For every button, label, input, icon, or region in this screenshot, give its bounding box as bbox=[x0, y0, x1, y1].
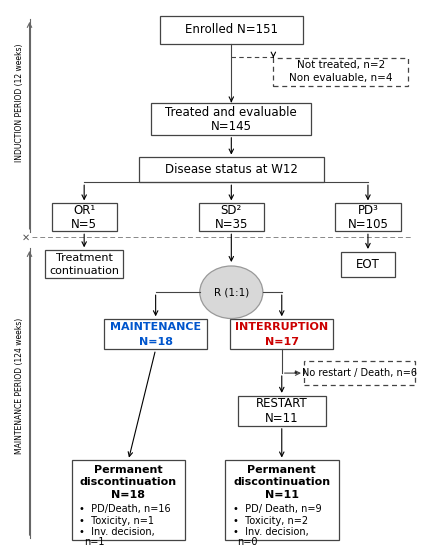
Text: PD³: PD³ bbox=[357, 205, 378, 217]
FancyBboxPatch shape bbox=[139, 157, 324, 182]
Text: N=11: N=11 bbox=[265, 490, 299, 500]
Text: INTERRUPTION: INTERRUPTION bbox=[235, 322, 328, 332]
FancyBboxPatch shape bbox=[151, 102, 311, 135]
Text: N=35: N=35 bbox=[214, 218, 248, 232]
Text: •  PD/Death, n=16: • PD/Death, n=16 bbox=[79, 504, 171, 514]
Text: •  PD/ Death, n=9: • PD/ Death, n=9 bbox=[233, 504, 321, 514]
Text: Treated and evaluable: Treated and evaluable bbox=[166, 106, 297, 119]
Text: N=5: N=5 bbox=[71, 218, 97, 232]
Text: ✕: ✕ bbox=[22, 232, 30, 242]
FancyBboxPatch shape bbox=[72, 460, 185, 540]
Text: R (1:1): R (1:1) bbox=[214, 287, 249, 297]
Text: Treatment
continuation: Treatment continuation bbox=[49, 252, 119, 276]
Text: n=1: n=1 bbox=[84, 537, 105, 547]
Text: RESTART: RESTART bbox=[256, 397, 308, 410]
Text: Enrolled N=151: Enrolled N=151 bbox=[185, 23, 278, 36]
Text: discontinuation: discontinuation bbox=[233, 477, 330, 487]
Ellipse shape bbox=[200, 266, 263, 318]
Text: •  Toxicity, n=1: • Toxicity, n=1 bbox=[79, 516, 154, 526]
FancyBboxPatch shape bbox=[225, 460, 338, 540]
FancyBboxPatch shape bbox=[199, 204, 264, 232]
Text: N=11: N=11 bbox=[265, 412, 299, 425]
Text: INDUCTION PERIOD (12 weeks): INDUCTION PERIOD (12 weeks) bbox=[15, 43, 24, 162]
Text: N=18: N=18 bbox=[139, 337, 172, 348]
FancyBboxPatch shape bbox=[104, 319, 207, 349]
Text: • No restart / Death, n=6: • No restart / Death, n=6 bbox=[293, 368, 417, 378]
FancyBboxPatch shape bbox=[160, 16, 303, 44]
Text: MAINTENANCE PERIOD (124 weeks): MAINTENANCE PERIOD (124 weeks) bbox=[15, 317, 24, 454]
Text: N=105: N=105 bbox=[347, 218, 388, 232]
Text: •  Toxicity, n=2: • Toxicity, n=2 bbox=[233, 516, 308, 526]
Text: EOT: EOT bbox=[356, 258, 380, 271]
Text: •  Inv. decision,: • Inv. decision, bbox=[79, 526, 155, 537]
FancyBboxPatch shape bbox=[335, 204, 401, 232]
Text: Permanent: Permanent bbox=[94, 465, 163, 475]
FancyBboxPatch shape bbox=[341, 252, 395, 277]
Text: Not treated, n=2
Non evaluable, n=4: Not treated, n=2 Non evaluable, n=4 bbox=[289, 60, 393, 84]
Text: N=145: N=145 bbox=[211, 120, 252, 133]
Text: Permanent: Permanent bbox=[248, 465, 316, 475]
FancyBboxPatch shape bbox=[304, 361, 415, 385]
FancyBboxPatch shape bbox=[238, 396, 326, 426]
Text: •  Inv. decision,: • Inv. decision, bbox=[233, 526, 308, 537]
Text: SD²: SD² bbox=[221, 205, 242, 217]
Text: n=0: n=0 bbox=[238, 537, 258, 547]
Text: OR¹: OR¹ bbox=[73, 205, 95, 217]
FancyBboxPatch shape bbox=[230, 319, 333, 349]
Text: N=18: N=18 bbox=[111, 490, 145, 500]
FancyBboxPatch shape bbox=[51, 204, 117, 232]
FancyBboxPatch shape bbox=[273, 58, 408, 86]
FancyBboxPatch shape bbox=[45, 250, 123, 278]
Text: MAINTENANCE: MAINTENANCE bbox=[110, 322, 201, 332]
Text: Disease status at W12: Disease status at W12 bbox=[165, 163, 298, 177]
Text: discontinuation: discontinuation bbox=[80, 477, 177, 487]
Text: N=17: N=17 bbox=[265, 337, 299, 348]
